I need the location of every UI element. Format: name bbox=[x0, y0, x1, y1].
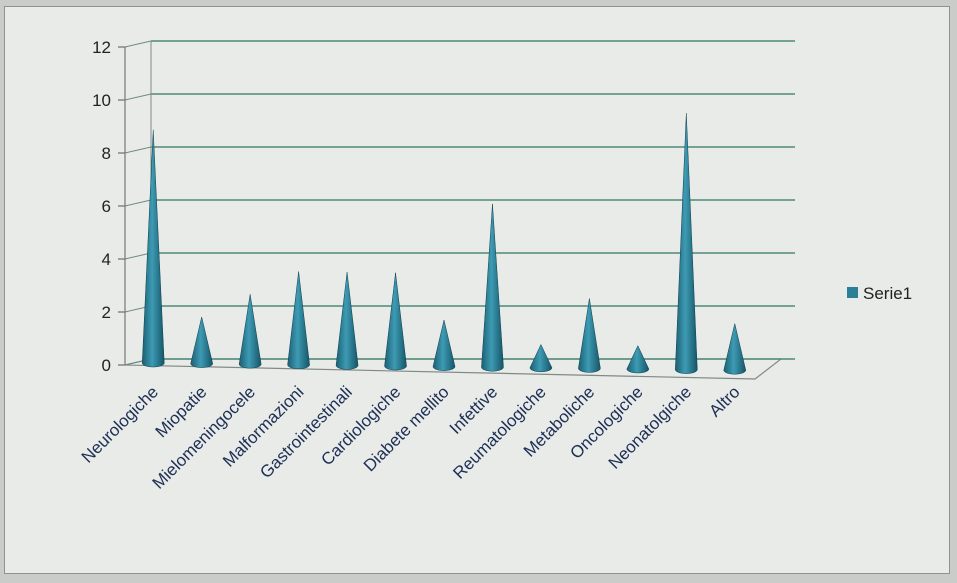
legend: Serie1 bbox=[847, 284, 912, 303]
x-tick-labels: NeurologicheMiopatieMielomeningoceleMalf… bbox=[78, 382, 744, 492]
cone-bar bbox=[723, 323, 747, 375]
gridline-depth bbox=[124, 40, 152, 48]
cone-bar bbox=[335, 272, 359, 370]
x-tick-label: Diabete mellito bbox=[360, 382, 453, 475]
cone-bar bbox=[675, 113, 698, 374]
legend-swatch bbox=[847, 287, 858, 298]
y-tick-label: 10 bbox=[92, 91, 111, 110]
y-tick-labels: 0 2 4 6 8 10 12 bbox=[92, 38, 111, 375]
cone-bar bbox=[432, 319, 456, 371]
chart-frame: 0 2 4 6 8 10 12 Neurologiche Miopatie Mielomenin… bbox=[4, 6, 950, 574]
cone-bar bbox=[190, 316, 213, 368]
y-tick-label: 8 bbox=[102, 144, 111, 163]
gridline-depth bbox=[124, 252, 152, 260]
x-tick-label: Neurologiche bbox=[78, 382, 162, 466]
cone-bar bbox=[481, 203, 504, 372]
cone-bar bbox=[626, 345, 650, 374]
x-tick-label: Altro bbox=[705, 382, 743, 420]
legend-label: Serie1 bbox=[863, 284, 912, 303]
cone-bar bbox=[384, 272, 407, 371]
y-tick-label: 0 bbox=[102, 356, 111, 375]
gridline-depth bbox=[124, 199, 152, 207]
cone-bar bbox=[529, 343, 553, 373]
cone-bar bbox=[238, 294, 262, 369]
y-tick-label: 6 bbox=[102, 197, 111, 216]
cone-bar bbox=[141, 129, 165, 368]
cone-bar bbox=[578, 298, 601, 373]
gridline-depth bbox=[124, 146, 152, 154]
chart-svg: 0 2 4 6 8 10 12 NeurologicheMiopatieMielomenin… bbox=[78, 38, 912, 493]
y-tick-label: 12 bbox=[92, 38, 111, 57]
cone-bar bbox=[287, 271, 310, 370]
y-tick-label: 2 bbox=[102, 303, 111, 322]
gridline-depth bbox=[124, 93, 152, 101]
y-tick-label: 4 bbox=[102, 250, 111, 269]
cones bbox=[141, 113, 747, 375]
